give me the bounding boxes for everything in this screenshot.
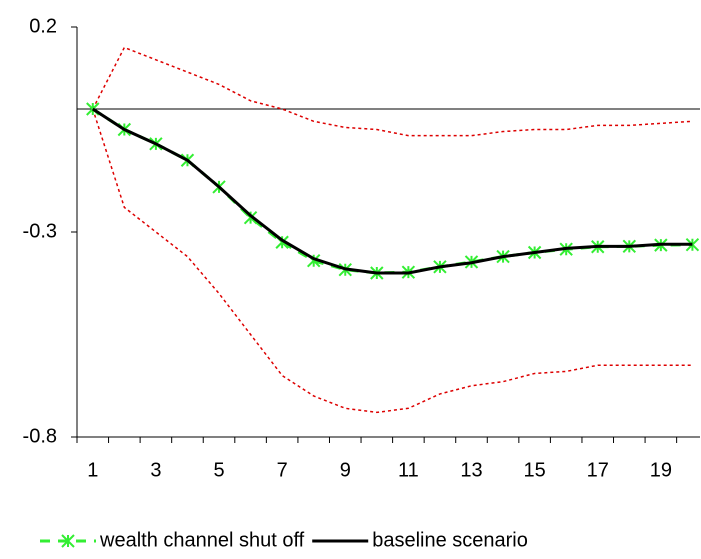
x-tick-label: 9 <box>340 459 351 481</box>
series-line <box>91 107 693 275</box>
y-tick-label: -0.3 <box>23 220 57 242</box>
x-tick-label: 11 <box>398 459 419 481</box>
series-line <box>92 46 693 137</box>
x-tick-label: 13 <box>460 459 482 481</box>
y-tick-label: -0.8 <box>23 425 57 447</box>
x-tick-label: 17 <box>587 459 609 481</box>
x-tick-label: 3 <box>150 459 161 481</box>
x-tick-label: 5 <box>213 459 224 481</box>
x-tick-label: 15 <box>523 459 545 481</box>
y-tick-label: 0.2 <box>29 15 57 37</box>
x-tick-label: 1 <box>87 459 98 481</box>
x-tick-label: 19 <box>650 459 672 481</box>
legend-label: wealth channel shut off <box>99 529 305 551</box>
series-line <box>92 108 693 414</box>
marker <box>61 534 75 548</box>
legend-label: baseline scenario <box>372 529 528 551</box>
x-tick-label: 7 <box>277 459 288 481</box>
series-line <box>91 107 693 275</box>
